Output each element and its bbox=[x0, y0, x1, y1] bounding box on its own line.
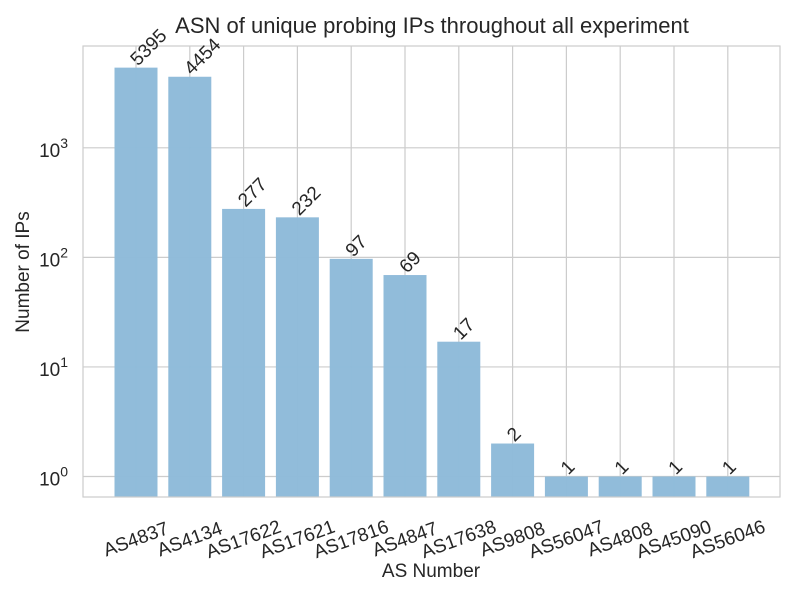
x-axis-label: AS Number bbox=[382, 561, 481, 582]
bar-as9808 bbox=[491, 443, 535, 497]
bar-as17816 bbox=[329, 258, 373, 497]
y-tick-label: 101 bbox=[39, 354, 68, 381]
y-tick-label: 100 bbox=[39, 464, 68, 491]
bar-as17621 bbox=[275, 217, 319, 497]
bar-as17622 bbox=[222, 208, 266, 498]
bar-as45090 bbox=[652, 476, 696, 497]
bar-as4847 bbox=[383, 275, 427, 497]
y-tick-label: 103 bbox=[39, 135, 68, 162]
bar-as17638 bbox=[437, 341, 481, 497]
bar-as56046 bbox=[706, 476, 750, 497]
chart-title: ASN of unique probing IPs throughout all… bbox=[175, 13, 689, 38]
bar-as4837 bbox=[114, 67, 158, 497]
y-tick-label: 102 bbox=[39, 244, 68, 271]
y-tick-labels: 100 101 102 103 bbox=[39, 135, 68, 491]
bar-as4134 bbox=[168, 76, 212, 498]
bar-as4808 bbox=[598, 476, 642, 497]
bars bbox=[114, 67, 750, 498]
y-axis-label: Number of IPs bbox=[13, 211, 34, 332]
bar-as56047 bbox=[544, 476, 588, 497]
plot-frame bbox=[82, 45, 781, 498]
